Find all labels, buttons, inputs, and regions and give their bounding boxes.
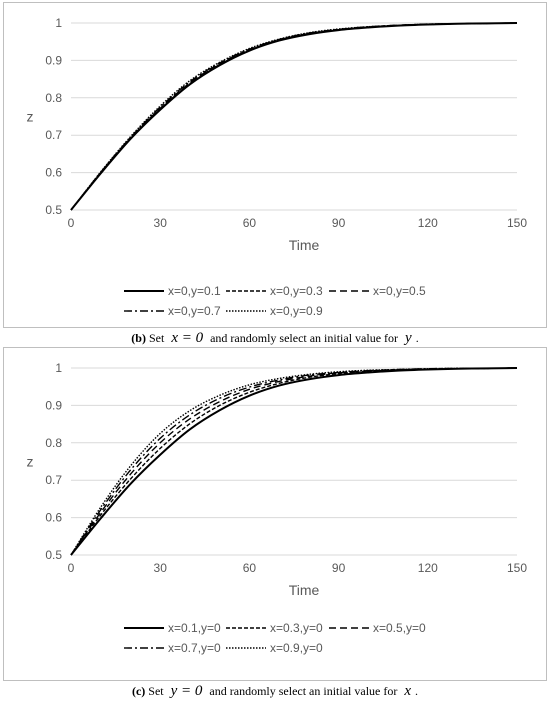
caption-end: . (415, 684, 419, 698)
chart-panel-b: 0.5 0.6 0.7 0.8 0.9 1 0 30 60 90 120 150 Time z x=0,y=… (3, 2, 547, 328)
caption-b: (b) Set x = 0 and randomly select an ini… (0, 330, 550, 347)
caption-end: . (415, 331, 419, 345)
chart-b: 0.5 0.6 0.7 0.8 0.9 1 0 30 60 90 120 150 Time z x=0,y=… (27, 16, 528, 318)
y-tick-label: 0.8 (45, 91, 62, 105)
caption-text: Set (148, 684, 164, 698)
series-line (70, 22, 518, 211)
y-tick-label: 0.9 (45, 53, 62, 67)
x-axis-title: Time (289, 582, 320, 598)
caption-text: Set (148, 331, 165, 345)
y-tick-label: 1 (55, 361, 62, 375)
caption-label: (c) (131, 684, 146, 698)
x-tick-label: 90 (332, 561, 346, 575)
series-line (70, 22, 518, 211)
series-line (70, 22, 518, 211)
y-axis-title: z (27, 109, 34, 125)
legend-label: x=0,y=0.7 (168, 304, 221, 318)
x-axis-title: Time (289, 237, 320, 253)
series-line (70, 22, 518, 211)
x-tick-label: 60 (243, 561, 257, 575)
legend-label: x=0,y=0.5 (373, 284, 426, 298)
x-tick-label: 120 (418, 561, 438, 575)
x-tick-label: 90 (332, 216, 346, 230)
legend-label: x=0,y=0.9 (270, 304, 323, 318)
y-tick-label: 0.6 (45, 511, 62, 525)
caption-label: (b) (131, 331, 146, 345)
x-tick-label: 30 (154, 561, 168, 575)
legend-label: x=0.3,y=0 (270, 621, 323, 635)
series-line (70, 367, 518, 556)
x-tick-label: 120 (418, 216, 438, 230)
x-tick-label: 60 (243, 216, 257, 230)
caption-text: and randomly select an initial value for (209, 684, 398, 698)
x-tick-label: 0 (68, 216, 75, 230)
caption-text: and randomly select an initial value for (210, 331, 399, 345)
chart-panel-c: 0.5 0.6 0.7 0.8 0.9 1 0 30 60 90 120 150 Time z x=0.1,… (3, 347, 547, 681)
x-tick-label: 150 (507, 216, 527, 230)
legend-label: x=0.1,y=0 (168, 621, 221, 635)
x-tick-label: 30 (154, 216, 168, 230)
x-tick-label: 150 (507, 561, 527, 575)
caption-math: x = 0 (171, 330, 204, 346)
y-tick-label: 1 (55, 16, 62, 30)
y-tick-label: 0.5 (45, 548, 62, 562)
y-tick-label: 0.8 (45, 436, 62, 450)
y-tick-label: 0.9 (45, 398, 62, 412)
y-axis-title: z (27, 454, 34, 470)
series-line (70, 22, 518, 211)
chart-c: 0.5 0.6 0.7 0.8 0.9 1 0 30 60 90 120 150 Time z x=0.1,… (27, 361, 528, 655)
x-tick-label: 0 (68, 561, 75, 575)
series-line (70, 367, 518, 556)
y-tick-label: 0.7 (45, 128, 62, 142)
caption-math: x (404, 683, 412, 699)
y-tick-label: 0.5 (45, 203, 62, 217)
legend-label: x=0,y=0.3 (270, 284, 323, 298)
legend-label: x=0.7,y=0 (168, 641, 221, 655)
legend-label: x=0.9,y=0 (270, 641, 323, 655)
legend-label: x=0.5,y=0 (373, 621, 426, 635)
legend-label: x=0,y=0.1 (168, 284, 221, 298)
caption-math: y = 0 (170, 683, 203, 699)
y-tick-label: 0.6 (45, 166, 62, 180)
caption-c: (c) Set y = 0 and randomly select an ini… (0, 683, 550, 700)
y-tick-label: 0.7 (45, 473, 62, 487)
caption-math: y (405, 330, 412, 346)
